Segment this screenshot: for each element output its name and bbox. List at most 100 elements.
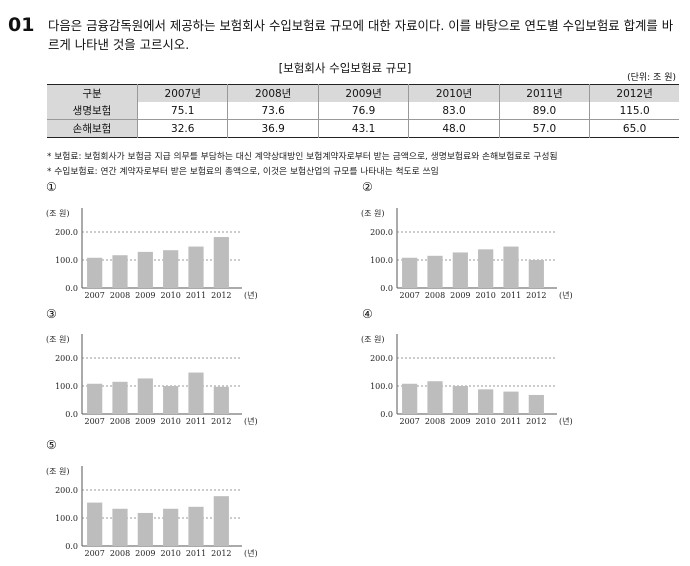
bar	[112, 508, 128, 546]
y-tick-label: 100.0	[370, 256, 393, 265]
bar	[137, 378, 153, 414]
x-tick-label: 2007	[84, 291, 104, 300]
header-year: 2012년	[589, 84, 679, 102]
bar	[213, 386, 229, 414]
option-5-label[interactable]: ⑤	[46, 438, 57, 452]
y-axis-label: (조 원)	[361, 209, 385, 218]
bar	[503, 391, 519, 414]
y-axis-label: (조 원)	[361, 335, 385, 344]
table-cell: 115.0	[589, 102, 679, 120]
bar	[87, 383, 103, 414]
table-cell: 75.1	[136, 102, 229, 120]
header-category: 구분	[47, 84, 138, 102]
y-axis-label: (조 원)	[46, 467, 70, 476]
x-tick-label: 2010	[475, 291, 495, 300]
option-1-chart[interactable]: (조 원) 0.0 100.0 200.0 2007 2008 2009 2010 2011 20…	[46, 204, 266, 304]
y-tick-label: 200.0	[370, 354, 393, 363]
x-tick-label: 2012	[211, 291, 231, 300]
option-2-chart[interactable]: (조 원) 0.0 100.0 200.0 2007 2008 2009 2010 2011 20…	[361, 204, 581, 304]
option-3-chart[interactable]: (조 원) 0.0 100.0 200.0 2007 2008 2009 2010 2011 20…	[46, 330, 266, 430]
option-5-chart[interactable]: (조 원) 0.0 100.0 200.0 2007 2008 2009 2010 2011 20…	[46, 462, 266, 562]
y-axis-label: (조 원)	[46, 335, 70, 344]
table-cell: 48.0	[408, 119, 500, 138]
x-tick-label: 2010	[160, 549, 180, 558]
y-tick-label: 0.0	[65, 542, 78, 551]
table-cell: 89.0	[498, 102, 591, 120]
x-tick-label: 2008	[425, 291, 445, 300]
y-tick-label: 0.0	[380, 410, 393, 419]
bar	[528, 260, 544, 288]
x-tick-label: 2010	[160, 417, 180, 426]
bar	[402, 383, 418, 414]
bar	[137, 251, 153, 288]
x-tick-label: 2011	[501, 417, 521, 426]
header-year: 2007년	[136, 84, 229, 102]
bar	[163, 386, 179, 414]
table-cell: 57.0	[498, 119, 591, 138]
header-year: 2009년	[317, 84, 410, 102]
table-cell: 43.1	[317, 119, 410, 138]
option-4-label[interactable]: ④	[362, 307, 373, 321]
x-tick-label: 2010	[160, 291, 180, 300]
option-4-chart[interactable]: (조 원) 0.0 100.0 200.0 2007 2008 2009 2010 2011 20…	[361, 330, 581, 430]
option-1-label[interactable]: ①	[46, 180, 57, 194]
bar	[112, 381, 128, 414]
bar	[188, 372, 204, 414]
bar	[452, 252, 468, 288]
x-tick-label: 2007	[84, 549, 104, 558]
bar	[402, 257, 418, 288]
x-tick-label: 2010	[475, 417, 495, 426]
bar	[137, 512, 153, 546]
x-axis-label: (년)	[244, 548, 258, 558]
x-tick-label: 2009	[135, 549, 155, 558]
y-tick-label: 100.0	[55, 514, 78, 523]
bar	[478, 249, 494, 288]
y-tick-label: 200.0	[55, 486, 78, 495]
footnote-income-premium: * 수입보험료: 연간 계약자로부터 받은 보험료의 총액으로, 이것은 보험산…	[47, 167, 439, 177]
x-tick-label: 2011	[186, 417, 206, 426]
bar	[427, 255, 443, 288]
y-tick-label: 0.0	[65, 410, 78, 419]
x-axis-label: (년)	[244, 290, 258, 300]
header-year: 2008년	[227, 84, 319, 102]
bar	[163, 250, 179, 288]
x-tick-label: 2012	[211, 417, 231, 426]
header-year: 2010년	[408, 84, 500, 102]
x-tick-label: 2007	[399, 291, 419, 300]
option-3-label[interactable]: ③	[46, 307, 57, 321]
row-label: 생명보험	[47, 102, 138, 120]
table-cell: 36.9	[227, 119, 319, 138]
x-tick-label: 2011	[501, 291, 521, 300]
x-tick-label: 2011	[186, 291, 206, 300]
bar	[478, 389, 494, 414]
bar	[213, 237, 229, 288]
bar	[87, 502, 103, 546]
bar	[112, 255, 128, 288]
x-tick-label: 2012	[211, 549, 231, 558]
x-tick-label: 2011	[186, 549, 206, 558]
question-text: 다음은 금융감독원에서 제공하는 보험회사 수입보험료 규모에 대한 자료이다.…	[48, 18, 674, 52]
x-tick-label: 2007	[399, 417, 419, 426]
table-cell: 32.6	[136, 119, 229, 138]
x-tick-label: 2009	[135, 291, 155, 300]
premium-table: 구분 2007년 2008년 2009년 2010년 2011년 2012년 생…	[47, 84, 679, 138]
header-year: 2011년	[498, 84, 591, 102]
table-header-row: 구분 2007년 2008년 2009년 2010년 2011년 2012년	[47, 84, 679, 102]
x-tick-label: 2007	[84, 417, 104, 426]
bar	[427, 381, 443, 414]
bar	[163, 508, 179, 546]
option-2-label[interactable]: ②	[362, 180, 373, 194]
bar	[87, 257, 103, 288]
y-tick-label: 200.0	[370, 228, 393, 237]
x-tick-label: 2008	[110, 417, 130, 426]
x-tick-label: 2008	[425, 417, 445, 426]
y-axis-label: (조 원)	[46, 209, 70, 218]
y-tick-label: 200.0	[55, 354, 78, 363]
table-row: 손해보험 32.6 36.9 43.1 48.0 57.0 65.0	[47, 119, 679, 138]
table-cell: 65.0	[589, 119, 679, 138]
table-row: 생명보험 75.1 73.6 76.9 83.0 89.0 115.0	[47, 102, 679, 120]
bar	[188, 246, 204, 288]
row-label: 손해보험	[47, 119, 138, 138]
question-number: 01	[8, 14, 35, 36]
y-tick-label: 100.0	[55, 256, 78, 265]
